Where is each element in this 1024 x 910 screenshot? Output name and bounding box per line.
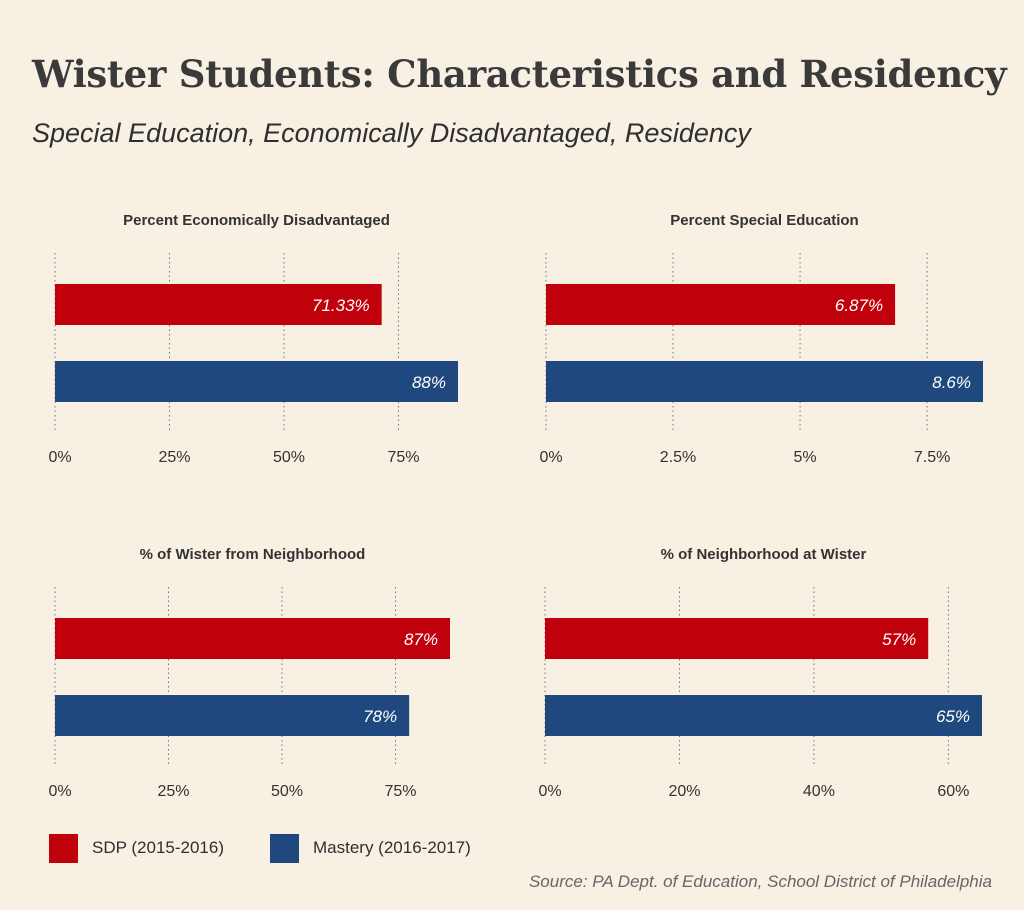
bar-mastery bbox=[55, 361, 458, 402]
bar-sdp bbox=[55, 284, 382, 325]
chart-title: % of Neighborhood at Wister bbox=[661, 546, 867, 563]
legend-swatch-sdp bbox=[49, 833, 78, 863]
legend-label-sdp: SDP (2015-2016) bbox=[92, 838, 224, 857]
legend-item-mastery: Mastery (2016-2017) bbox=[270, 833, 471, 863]
tick-label: 0% bbox=[48, 449, 71, 466]
chart-title: Percent Special Education bbox=[670, 212, 858, 229]
page-title: Wister Students: Characteristics and Res… bbox=[32, 52, 1007, 96]
bar-sdp bbox=[545, 618, 929, 659]
tick-label: 2.5% bbox=[660, 449, 696, 466]
chart-panel-3: % of Wister from Neighborhood 87% 78% 0% 25%… bbox=[48, 546, 450, 800]
data-label-mastery: 78% bbox=[363, 707, 397, 726]
chart-panel-2: Percent Special Education 6.87% 8.6% 0% 2.5%… bbox=[539, 212, 983, 466]
source-note: Source: PA Dept. of Education, School Di… bbox=[528, 872, 992, 891]
data-label-sdp: 57% bbox=[882, 630, 916, 649]
legend-label-mastery: Mastery (2016-2017) bbox=[313, 838, 471, 857]
tick-label: 7.5% bbox=[914, 449, 950, 466]
tick-label: 75% bbox=[385, 783, 417, 800]
chart-title: % of Wister from Neighborhood bbox=[140, 546, 366, 563]
bar-mastery bbox=[545, 695, 982, 736]
chart-panel-4: % of Neighborhood at Wister 57% 65% 0% 20% 40… bbox=[538, 546, 982, 800]
bar-sdp bbox=[55, 618, 450, 659]
tick-label: 25% bbox=[157, 783, 189, 800]
data-label-mastery: 65% bbox=[936, 707, 970, 726]
legend-swatch-mastery bbox=[270, 833, 299, 863]
data-label-sdp: 87% bbox=[404, 630, 438, 649]
legend-item-sdp: SDP (2015-2016) bbox=[49, 833, 224, 863]
bar-mastery bbox=[55, 695, 410, 736]
data-label-mastery: 8.6% bbox=[932, 373, 971, 392]
bar-sdp bbox=[546, 284, 896, 325]
tick-label: 0% bbox=[538, 783, 561, 800]
tick-label: 0% bbox=[539, 449, 562, 466]
tick-label: 75% bbox=[387, 449, 419, 466]
tick-label: 50% bbox=[273, 449, 305, 466]
page-subtitle: Special Education, Economically Disadvan… bbox=[32, 118, 751, 148]
data-label-sdp: 6.87% bbox=[835, 296, 883, 315]
bar-mastery bbox=[546, 361, 983, 402]
tick-label: 50% bbox=[271, 783, 303, 800]
tick-label: 40% bbox=[803, 783, 835, 800]
chart-title: Percent Economically Disadvantaged bbox=[123, 212, 390, 229]
chart-panel-1: Percent Economically Disadvantaged 71.33%… bbox=[48, 212, 458, 466]
tick-label: 25% bbox=[158, 449, 190, 466]
data-label-sdp: 71.33% bbox=[312, 296, 370, 315]
tick-label: 20% bbox=[668, 783, 700, 800]
data-label-mastery: 88% bbox=[412, 373, 446, 392]
tick-label: 0% bbox=[48, 783, 71, 800]
tick-label: 60% bbox=[937, 783, 969, 800]
tick-label: 5% bbox=[794, 449, 817, 466]
